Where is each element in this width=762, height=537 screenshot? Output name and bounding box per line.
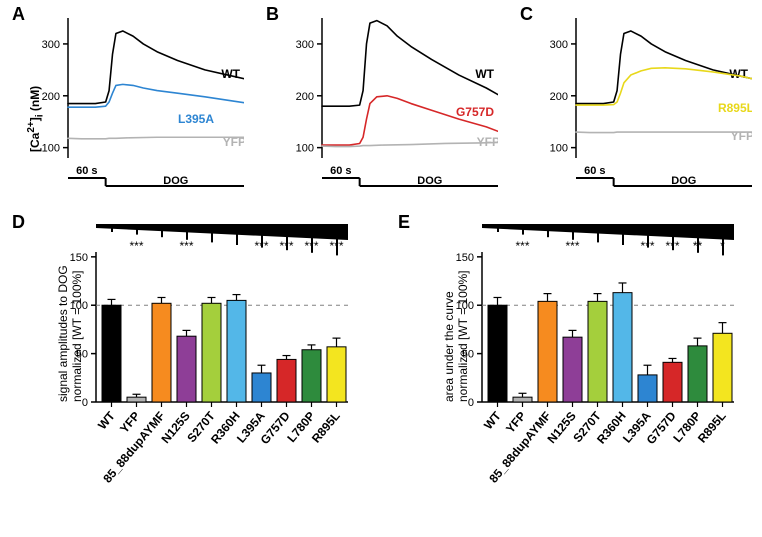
stimulus-label: DOG (163, 175, 188, 187)
trace-label-YFP: YFP (477, 135, 498, 149)
bar-L395A (638, 375, 657, 402)
trace-chart-C: 100 200 300 WT R895L YFP 60 s DOG (532, 10, 752, 200)
trace-label-WT: WT (729, 67, 748, 81)
panel-label-D: D (12, 212, 25, 233)
significance-L780P: *** (304, 239, 318, 253)
significance-G757D: *** (279, 239, 293, 253)
bar-YFP (127, 397, 146, 402)
y-axis-label-line1: area under the curve (442, 291, 456, 402)
bar-xtick-WT: WT (95, 408, 118, 432)
scalebar-label: 60 s (330, 165, 351, 177)
stimulus-label: DOG (417, 175, 442, 187)
trace-label-G757D: G757D (456, 105, 494, 119)
significance-N125S: *** (179, 239, 193, 253)
significance-YFP: *** (515, 239, 529, 253)
y-axis-label: [Ca2+]i (nM) (26, 86, 45, 152)
significance-G757D: *** (665, 239, 679, 253)
bar-WT (488, 305, 507, 402)
scalebar-label: 60 s (584, 165, 605, 177)
trace-label-YFP: YFP (223, 135, 244, 149)
significance-N125S: *** (565, 239, 579, 253)
bar-R360H (613, 293, 632, 402)
bar-S270T (202, 303, 221, 402)
svg-text:150: 150 (456, 252, 474, 264)
svg-text:200: 200 (296, 91, 314, 103)
y-axis-label-line2: normalized [WT = 100%] (456, 270, 470, 402)
trace-chart-A: 100200300WTL395AYFP60 sDOG[Ca2+]i (nM) (24, 10, 244, 200)
bar-chart-E: 050100150WTYFP***85_88dupAYMFN125S***S27… (434, 220, 744, 510)
bar-R895L (713, 333, 732, 402)
panel-label-E: E (398, 212, 410, 233)
y-axis-label-line1: signal amplitudes to DOG (56, 265, 70, 402)
bar-xtick-R895L: R895L (695, 409, 729, 446)
bar-xtick-R895L: R895L (309, 409, 343, 446)
bar-N125S (563, 337, 582, 402)
svg-text:100: 100 (296, 143, 314, 155)
trace-label-YFP: YFP (731, 129, 752, 143)
bar-85_88dupAYMF (538, 301, 557, 402)
bar-L780P (302, 350, 321, 402)
scalebar-label: 60 s (76, 165, 97, 177)
svg-text:300: 300 (296, 39, 314, 51)
svg-text:150: 150 (70, 252, 88, 264)
significance-YFP: *** (129, 239, 143, 253)
significance-L395A: *** (254, 239, 268, 253)
svg-text:300: 300 (42, 39, 60, 51)
trace-label-R895L: R895L (718, 101, 752, 115)
bar-G757D (663, 362, 682, 402)
significance-L395A: *** (640, 239, 654, 253)
bar-L780P (688, 346, 707, 402)
bar-xtick-WT: WT (481, 408, 504, 432)
trace-label-WT: WT (475, 67, 494, 81)
svg-text:200: 200 (550, 91, 568, 103)
bar-WT (102, 305, 121, 402)
significance-R895L: *** (329, 239, 343, 253)
y-axis-label-line2: normalized [WT = 100%] (70, 270, 84, 402)
trace-chart-B: 100 200 300 WT G757D YFP 60 s DOG (278, 10, 498, 200)
significance-R895L: * (720, 239, 725, 253)
bar-S270T (588, 301, 607, 402)
bar-R895L (327, 347, 346, 402)
bar-chart-D: 050100150WTYFP***85_88dupAYMFN125S***S27… (48, 220, 358, 510)
svg-text:300: 300 (550, 39, 568, 51)
stimulus-label: DOG (671, 175, 696, 187)
bar-G757D (277, 359, 296, 402)
trace-label-L395A: L395A (178, 112, 214, 126)
svg-text:100: 100 (550, 143, 568, 155)
figure-root: { "panels": { "A": "A", "B": "B", "C": "… (0, 0, 762, 537)
significance-L780P: ** (693, 239, 703, 253)
trace-label-WT: WT (221, 67, 240, 81)
bar-N125S (177, 336, 196, 402)
bar-L395A (252, 373, 271, 402)
bar-YFP (513, 397, 532, 402)
bar-85_88dupAYMF (152, 303, 171, 402)
bar-R360H (227, 300, 246, 402)
